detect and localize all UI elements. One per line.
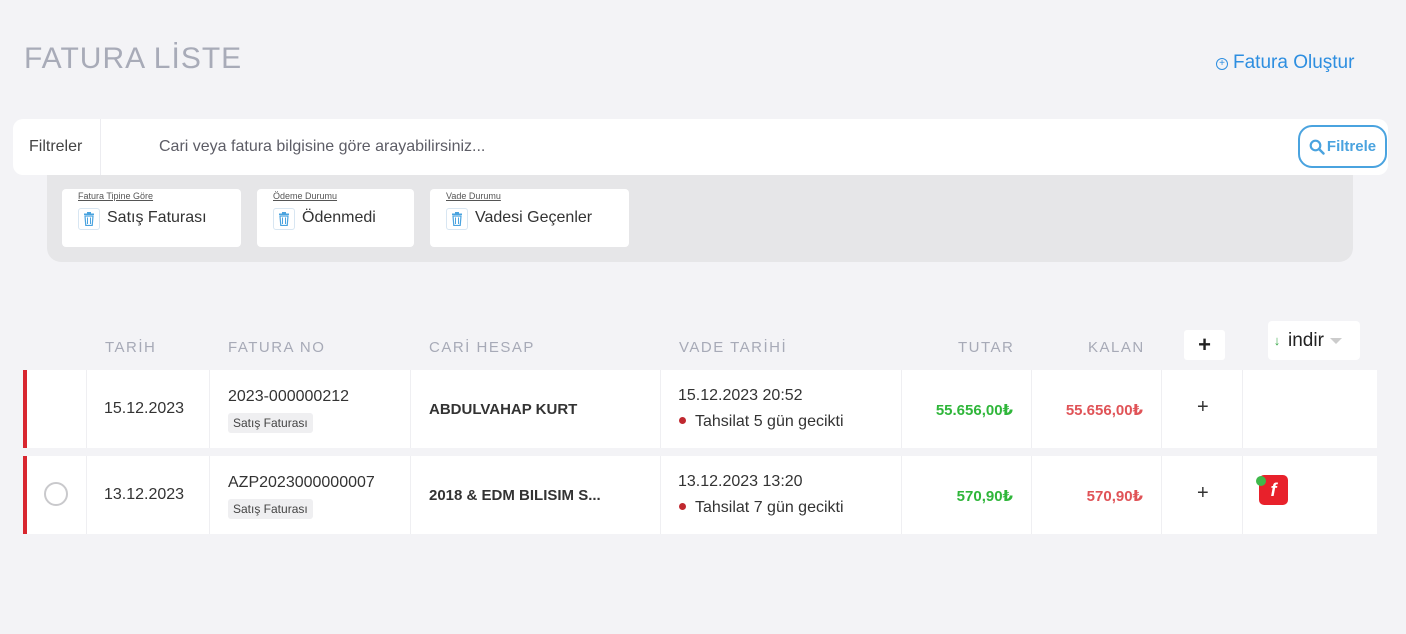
column-header-invoice-no[interactable]: FATURA NO <box>228 339 326 356</box>
row-invoice-no[interactable]: AZP2023000000007 <box>228 474 375 491</box>
account-cell: ABDULVAHAP KURT <box>411 370 661 448</box>
overdue-status-text: Tahsilat 5 gün gecikti <box>695 413 844 430</box>
filter-chip-invoice-type: Fatura Tipine Göre Satış Faturası <box>62 189 241 247</box>
column-header-amount[interactable]: TUTAR <box>958 339 1015 356</box>
row-invoice-no[interactable]: 2023-000000212 <box>228 388 350 405</box>
column-header-due-date[interactable]: VADE TARİHİ <box>679 339 788 356</box>
add-column-button[interactable]: + <box>1184 330 1225 360</box>
row-date: 15.12.2023 <box>104 400 185 417</box>
remaining-cell: 55.656,00₺ <box>1032 370 1162 448</box>
download-arrow-icon: ↓ <box>1273 333 1281 348</box>
amount-cell: 55.656,00₺ <box>902 370 1032 448</box>
filter-button[interactable]: Filtrele <box>1298 125 1387 168</box>
download-label: indir <box>1288 329 1324 351</box>
filter-chip-payment-status: Ödeme Durumu Ödenmedi <box>257 189 414 247</box>
trash-icon[interactable] <box>446 208 468 230</box>
status-dot-icon <box>679 503 686 511</box>
create-invoice-label: Fatura Oluştur <box>1233 52 1355 73</box>
search-input[interactable] <box>159 133 1279 161</box>
invoice-no-cell: 2023-000000212 Satış Faturası <box>210 370 411 448</box>
overdue-status: Tahsilat 5 gün gecikti <box>679 413 844 431</box>
row-add-button[interactable]: + <box>1197 396 1209 418</box>
row-amount: 570,90₺ <box>956 488 1013 505</box>
column-header-date[interactable]: TARİH <box>105 339 157 356</box>
table-row[interactable]: 15.12.2023 2023-000000212 Satış Faturası… <box>23 370 1377 448</box>
filter-chip-value: Satış Faturası <box>107 209 207 226</box>
overdue-status-text: Tahsilat 7 gün gecikti <box>695 499 844 516</box>
filter-bar: Filtreler Filtrele <box>13 119 1388 175</box>
plus-circle-icon: + <box>1216 58 1228 70</box>
efatura-icon[interactable]: f <box>1259 475 1288 505</box>
filter-chip-value: Vadesi Geçenler <box>475 209 593 226</box>
row-select-cell <box>27 456 87 534</box>
remaining-cell: 570,90₺ <box>1032 456 1162 534</box>
amount-cell: 570,90₺ <box>902 456 1032 534</box>
row-add-button[interactable]: + <box>1197 482 1209 504</box>
column-header-remaining[interactable]: KALAN <box>1088 339 1145 356</box>
download-dropdown[interactable]: ↓ indir <box>1268 321 1360 360</box>
row-account[interactable]: ABDULVAHAP KURT <box>429 401 578 418</box>
filters-label: Filtreler <box>13 119 101 175</box>
row-select-radio[interactable] <box>44 482 68 506</box>
action-cell: + <box>1162 370 1243 448</box>
row-select-cell <box>27 370 87 448</box>
filter-chip-value: Ödenmedi <box>302 209 376 226</box>
action-cell: + <box>1162 456 1243 534</box>
date-cell: 15.12.2023 <box>87 370 210 448</box>
row-date: 13.12.2023 <box>104 486 185 503</box>
row-due-datetime: 13.12.2023 13:20 <box>678 473 803 490</box>
invoice-no-cell: AZP2023000000007 Satış Faturası <box>210 456 411 534</box>
filter-chip-caption: Fatura Tipine Göre <box>78 191 154 201</box>
filter-chip-due-status: Vade Durumu Vadesi Geçenler <box>430 189 629 247</box>
status-dot-icon <box>679 417 686 425</box>
status-online-dot-icon <box>1256 476 1266 486</box>
due-date-cell: 15.12.2023 20:52 Tahsilat 5 gün gecikti <box>661 370 902 448</box>
row-remaining: 55.656,00₺ <box>1065 402 1143 419</box>
date-cell: 13.12.2023 <box>87 456 210 534</box>
filter-chip-caption: Vade Durumu <box>446 191 501 201</box>
search-icon <box>1309 139 1325 155</box>
page-title: FATURA LİSTE <box>24 42 243 75</box>
trash-icon[interactable] <box>273 208 295 230</box>
row-remaining: 570,90₺ <box>1086 488 1143 505</box>
trash-icon[interactable] <box>78 208 100 230</box>
table-row[interactable]: 13.12.2023 AZP2023000000007 Satış Fatura… <box>23 456 1377 534</box>
chevron-down-icon <box>1329 337 1342 344</box>
row-due-datetime: 15.12.2023 20:52 <box>678 387 803 404</box>
account-cell: 2018 & EDM BILISIM S... <box>411 456 661 534</box>
overdue-status: Tahsilat 7 gün gecikti <box>679 499 844 517</box>
invoice-type-badge: Satış Faturası <box>228 499 313 519</box>
row-amount: 55.656,00₺ <box>935 402 1013 419</box>
filter-chip-caption: Ödeme Durumu <box>273 191 338 201</box>
column-header-account[interactable]: CARİ HESAP <box>429 339 535 356</box>
row-account[interactable]: 2018 & EDM BILISIM S... <box>429 487 601 504</box>
due-date-cell: 13.12.2023 13:20 Tahsilat 7 gün gecikti <box>661 456 902 534</box>
invoice-type-badge: Satış Faturası <box>228 413 313 433</box>
active-filters-panel: Fatura Tipine Göre Satış Faturası Ödeme … <box>47 175 1353 262</box>
filter-button-label: Filtrele <box>1326 138 1377 155</box>
create-invoice-link[interactable]: + Fatura Oluştur <box>1216 52 1354 74</box>
